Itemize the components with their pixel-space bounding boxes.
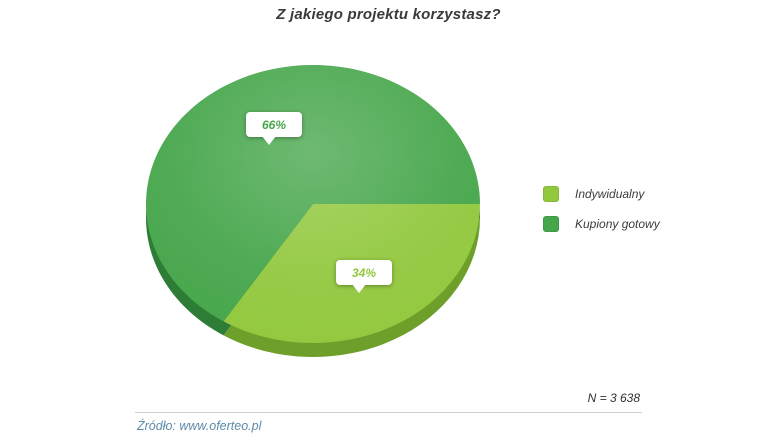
pie-gloss-highlight	[146, 65, 480, 343]
callout-66-label: 66%	[261, 117, 287, 132]
callout-34-label: 34%	[351, 265, 377, 280]
callout-66-percent: 66%	[246, 112, 302, 145]
footer-divider	[135, 412, 642, 413]
legend-label: Indywidualny	[575, 187, 645, 201]
legend-swatch	[543, 186, 559, 202]
legend: Indywidualny Kupiony gotowy	[543, 186, 660, 246]
legend-swatch	[543, 216, 559, 232]
sample-size-note: N = 3 638	[587, 391, 640, 405]
legend-label: Kupiony gotowy	[575, 217, 660, 231]
chart-title: Z jakiego projektu korzystasz?	[276, 6, 501, 23]
callout-34-percent: 34%	[336, 260, 392, 293]
source-link[interactable]: Źródło: www.oferteo.pl	[137, 419, 262, 433]
legend-item-kupiony-gotowy: Kupiony gotowy	[543, 216, 660, 232]
legend-item-indywidualny: Indywidualny	[543, 186, 660, 202]
